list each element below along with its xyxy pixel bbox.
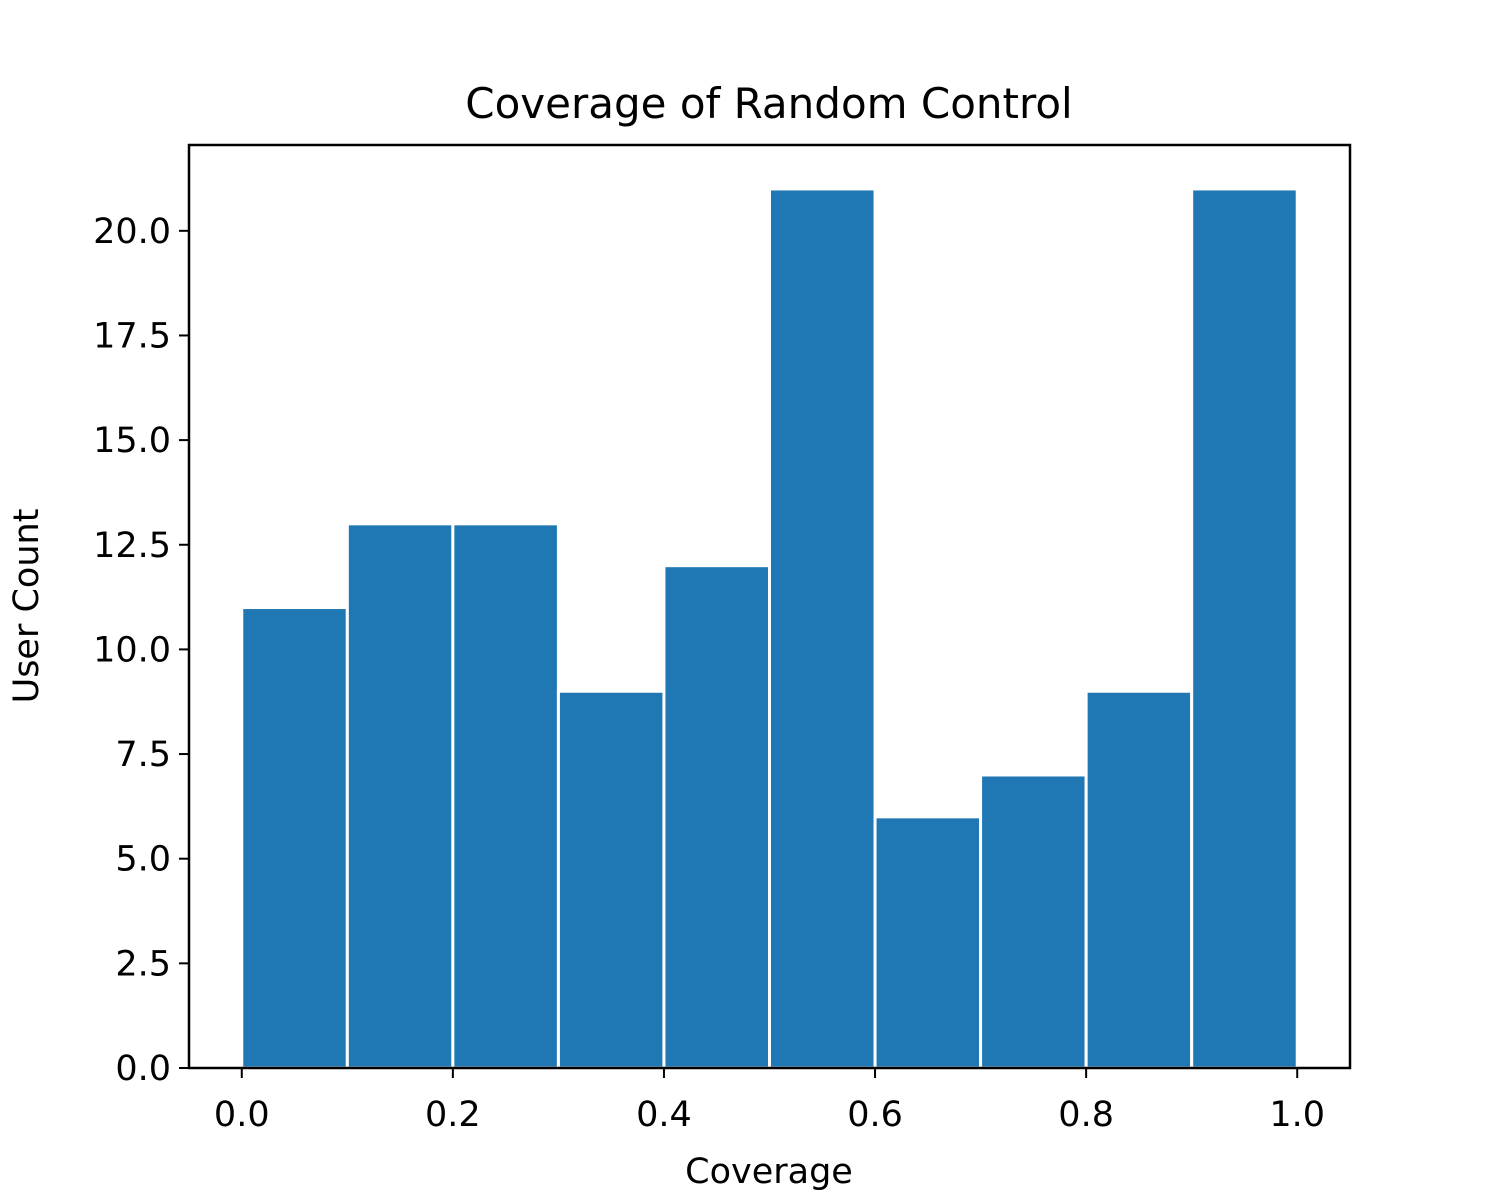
y-tick-label: 10.0 <box>93 630 171 670</box>
histogram-bar <box>662 564 771 1070</box>
x-axis: 0.0 0.2 0.4 0.6 0.8 1.0 <box>214 1068 1325 1135</box>
y-tick-label: 15.0 <box>93 421 171 461</box>
histogram-bar <box>556 689 666 1070</box>
y-axis-label: User Count <box>7 509 47 704</box>
y-tick-label: 7.5 <box>115 735 171 775</box>
y-tick-label: 17.5 <box>93 316 171 356</box>
x-tick-label: 0.2 <box>425 1095 481 1135</box>
histogram-bar <box>1084 689 1194 1070</box>
x-axis-label: Coverage <box>685 1152 853 1192</box>
histogram-bar <box>768 187 877 1070</box>
x-tick-label: 0.0 <box>214 1095 270 1135</box>
histogram-bar <box>240 606 349 1070</box>
y-axis: 0.0 2.5 5.0 7.5 10.0 12.5 15.0 17.5 20.0 <box>93 212 189 1089</box>
histogram-bar <box>345 522 455 1070</box>
y-tick-label: 2.5 <box>115 944 171 984</box>
plot-frame <box>187 143 1352 1070</box>
y-tick-label: 12.5 <box>93 526 171 566</box>
histogram-bar <box>1190 187 1299 1070</box>
x-tick-label: 1.0 <box>1269 1095 1325 1135</box>
y-tick-label: 5.0 <box>115 840 171 880</box>
x-tick-label: 0.8 <box>1058 1095 1114 1135</box>
histogram-bar <box>873 815 983 1070</box>
y-tick-label: 20.0 <box>93 212 171 252</box>
histogram-bar <box>979 773 1088 1070</box>
y-tick-label: 0.0 <box>115 1049 171 1089</box>
bars-group <box>240 187 1299 1070</box>
x-tick-label: 0.4 <box>636 1095 692 1135</box>
x-tick-label: 0.6 <box>847 1095 903 1135</box>
histogram-bar <box>451 522 560 1070</box>
chart-title: Coverage of Random Control <box>465 79 1072 128</box>
